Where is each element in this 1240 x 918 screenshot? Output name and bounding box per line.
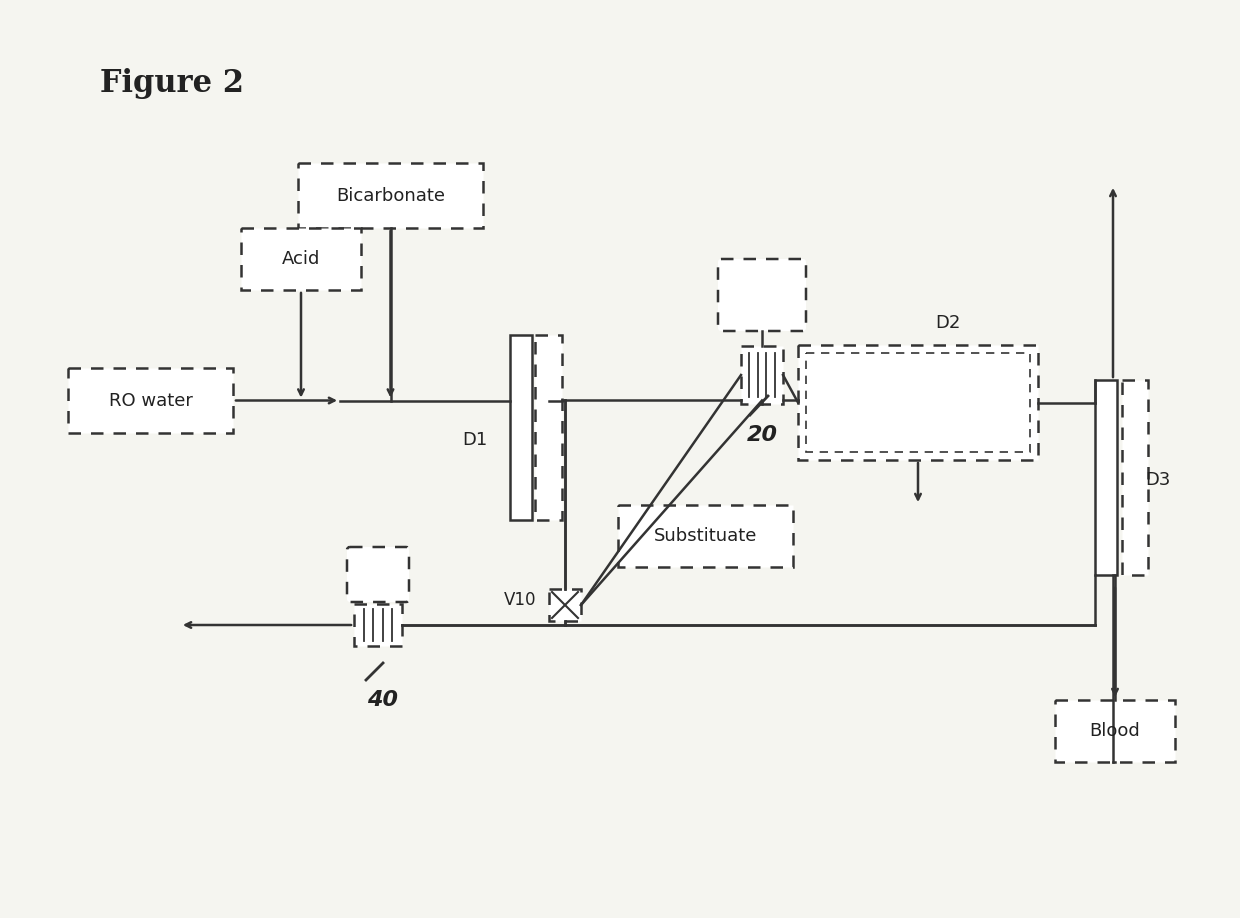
Text: Figure 2: Figure 2 [100, 68, 244, 99]
Bar [799, 345, 1038, 460]
Bar [510, 335, 532, 520]
Text: Blood: Blood [1090, 722, 1141, 740]
Text: V10: V10 [503, 591, 536, 609]
Bar [1055, 700, 1176, 762]
Text: D2: D2 [935, 314, 961, 332]
Text: Acid: Acid [281, 250, 320, 268]
Text: D3: D3 [1146, 471, 1171, 489]
Bar [549, 589, 582, 621]
Bar [298, 163, 484, 228]
Bar [241, 228, 361, 290]
Bar [1095, 380, 1117, 575]
Bar [534, 335, 562, 520]
Bar [618, 505, 794, 567]
Bar [68, 368, 233, 433]
Text: RO water: RO water [109, 391, 192, 409]
Bar [806, 353, 1030, 452]
Text: 20: 20 [746, 425, 777, 445]
Bar [742, 346, 782, 404]
Text: D1: D1 [463, 431, 487, 449]
Text: Bicarbonate: Bicarbonate [336, 186, 445, 205]
Text: Substituate: Substituate [653, 527, 758, 545]
Text: 40: 40 [367, 690, 398, 710]
FancyBboxPatch shape [347, 547, 409, 602]
Bar [1122, 380, 1148, 575]
FancyBboxPatch shape [718, 259, 806, 331]
Bar [353, 604, 402, 646]
